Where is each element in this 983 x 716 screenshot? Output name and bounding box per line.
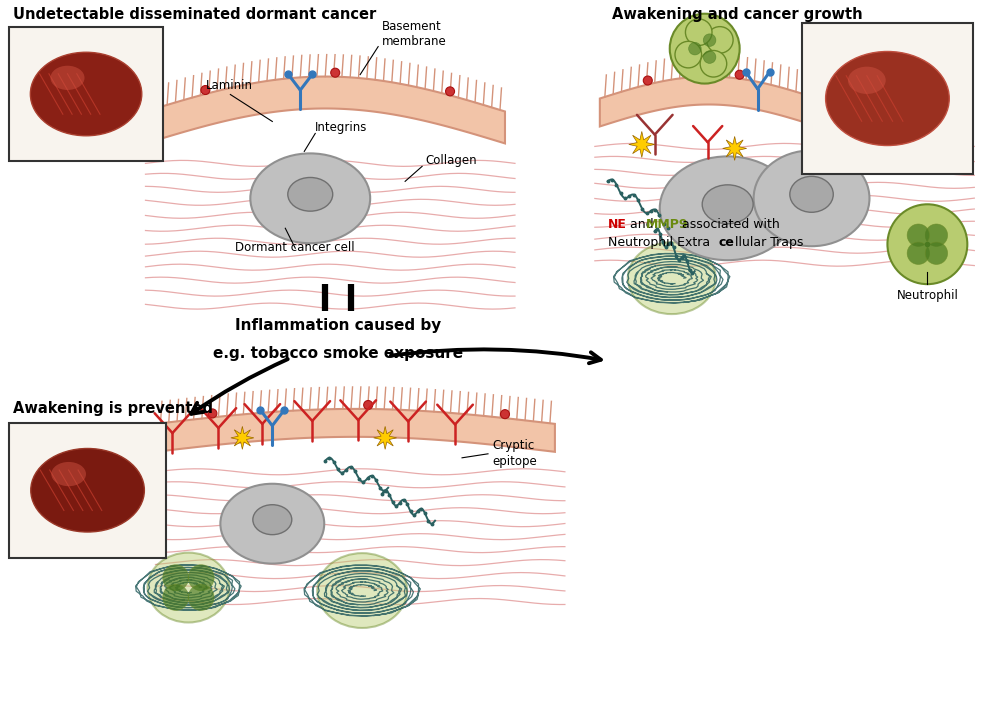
- Text: Inflammation caused by: Inflammation caused by: [235, 318, 441, 333]
- Polygon shape: [723, 137, 747, 160]
- Circle shape: [669, 14, 739, 84]
- Ellipse shape: [789, 176, 834, 212]
- Ellipse shape: [848, 67, 886, 94]
- Ellipse shape: [147, 553, 229, 622]
- Ellipse shape: [50, 66, 85, 90]
- Circle shape: [201, 85, 210, 95]
- Circle shape: [675, 42, 702, 68]
- Text: Cryptic
epitope: Cryptic epitope: [492, 440, 537, 468]
- Text: Awakening is prevented: Awakening is prevented: [13, 401, 212, 416]
- Text: Integrins: Integrins: [316, 122, 368, 135]
- FancyBboxPatch shape: [9, 26, 163, 161]
- Text: Dormant cancer cell: Dormant cancer cell: [235, 241, 355, 254]
- Text: Awakening and cancer growth: Awakening and cancer growth: [611, 6, 862, 21]
- Circle shape: [207, 409, 217, 418]
- Circle shape: [703, 51, 716, 64]
- Ellipse shape: [628, 242, 716, 314]
- Circle shape: [163, 584, 189, 611]
- Polygon shape: [155, 409, 555, 452]
- Text: MMP9: MMP9: [646, 218, 688, 231]
- Circle shape: [907, 242, 930, 264]
- Circle shape: [703, 34, 716, 47]
- Circle shape: [643, 76, 653, 85]
- Text: and: and: [626, 218, 658, 231]
- Text: Neutrophil: Neutrophil: [896, 289, 958, 302]
- Polygon shape: [600, 77, 818, 127]
- Circle shape: [188, 565, 214, 591]
- Circle shape: [689, 42, 701, 55]
- Circle shape: [364, 400, 373, 410]
- Ellipse shape: [253, 505, 292, 535]
- Circle shape: [925, 242, 948, 264]
- Polygon shape: [374, 426, 396, 450]
- Circle shape: [735, 70, 744, 79]
- Circle shape: [925, 224, 948, 246]
- Ellipse shape: [318, 553, 407, 628]
- Text: Basement
membrane: Basement membrane: [382, 19, 447, 47]
- Ellipse shape: [30, 448, 145, 532]
- Text: Laminin: Laminin: [205, 79, 253, 92]
- FancyBboxPatch shape: [801, 23, 973, 175]
- Text: Neutrophil Extra: Neutrophil Extra: [607, 236, 710, 249]
- Circle shape: [500, 410, 509, 419]
- Ellipse shape: [220, 484, 324, 563]
- Polygon shape: [629, 132, 655, 158]
- Ellipse shape: [51, 462, 86, 486]
- Text: Undetectable disseminated dormant cancer: Undetectable disseminated dormant cancer: [13, 6, 376, 21]
- FancyBboxPatch shape: [9, 423, 166, 558]
- Ellipse shape: [702, 185, 753, 224]
- Ellipse shape: [660, 156, 795, 260]
- Ellipse shape: [251, 153, 371, 243]
- Polygon shape: [145, 77, 505, 143]
- Circle shape: [888, 204, 967, 284]
- Text: Collagen: Collagen: [425, 155, 477, 168]
- Text: ce: ce: [719, 236, 734, 249]
- Ellipse shape: [288, 178, 332, 211]
- Circle shape: [707, 26, 733, 53]
- Circle shape: [188, 584, 214, 611]
- Circle shape: [330, 68, 340, 77]
- Circle shape: [907, 224, 930, 246]
- Ellipse shape: [826, 52, 950, 145]
- Circle shape: [700, 51, 726, 77]
- Circle shape: [445, 87, 454, 96]
- Text: associated with: associated with: [677, 218, 780, 231]
- Ellipse shape: [754, 150, 870, 246]
- Circle shape: [685, 19, 712, 46]
- Ellipse shape: [30, 52, 142, 136]
- Polygon shape: [231, 426, 254, 450]
- Text: NE: NE: [607, 218, 627, 231]
- Text: e.g. tobacco smoke exposure: e.g. tobacco smoke exposure: [213, 346, 463, 361]
- Circle shape: [163, 565, 189, 591]
- Text: llular Traps: llular Traps: [734, 236, 803, 249]
